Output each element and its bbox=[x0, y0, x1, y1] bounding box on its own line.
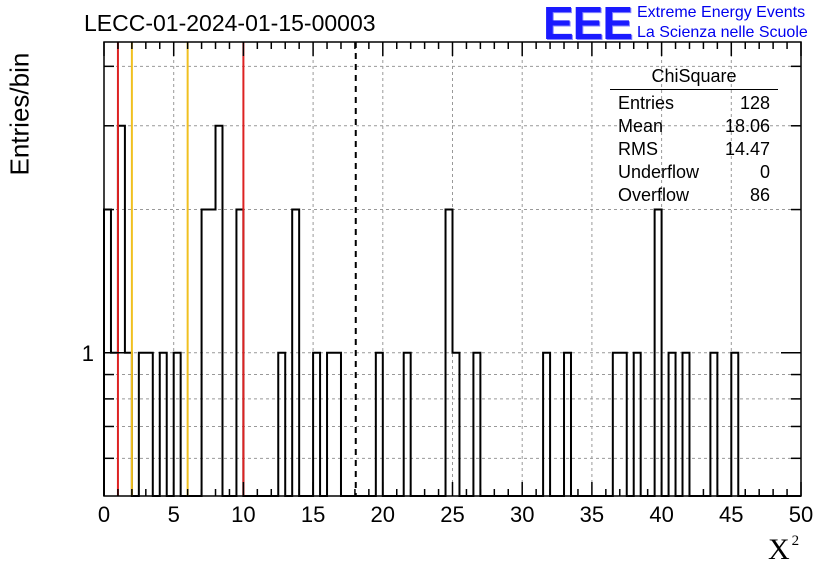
x-tick-label: 25 bbox=[440, 502, 464, 527]
stat-value: 14.47 bbox=[724, 139, 770, 159]
x-tick-label: 30 bbox=[510, 502, 534, 527]
stat-row-mean: Mean 18.06 bbox=[610, 115, 778, 138]
stats-box: ChiSquare Entries 128 Mean 18.06 RMS 14.47 … bbox=[610, 66, 778, 207]
histogram-bar bbox=[216, 126, 223, 496]
stat-row-entries: Entries 128 bbox=[610, 92, 778, 115]
stat-value: 0 bbox=[759, 162, 770, 182]
x-tick-label: 0 bbox=[98, 502, 110, 527]
x-tick-label: 20 bbox=[371, 502, 395, 527]
y-tick-label: 1 bbox=[82, 341, 94, 366]
logo-line-1: Extreme Energy Events bbox=[637, 4, 806, 21]
chart-title: LECC-01-2024-01-15-00003 bbox=[84, 10, 376, 36]
logo-line-2: La Scienza nelle Scuole bbox=[637, 24, 808, 41]
x-tick-label: 45 bbox=[719, 502, 743, 527]
x-tick-label: 5 bbox=[168, 502, 180, 527]
stat-label: Entries bbox=[618, 93, 675, 113]
stat-label: Underflow bbox=[618, 162, 700, 182]
x-tick-label: 50 bbox=[789, 502, 813, 527]
x-tick-label: 15 bbox=[301, 502, 325, 527]
eee-logo: EEE bbox=[543, 0, 633, 49]
y-axis-label: Entries/bin bbox=[4, 52, 35, 176]
stat-value: 86 bbox=[749, 185, 770, 205]
stats-box-title: ChiSquare bbox=[610, 66, 778, 90]
stat-row-rms: RMS 14.47 bbox=[610, 138, 778, 161]
histogram-bar bbox=[118, 126, 125, 496]
stat-label: RMS bbox=[618, 139, 658, 159]
stat-row-overflow: Overflow 86 bbox=[610, 184, 778, 207]
x-axis-label-text: X bbox=[768, 533, 790, 566]
stat-row-underflow: Underflow 0 bbox=[610, 161, 778, 184]
stat-label: Overflow bbox=[618, 185, 690, 205]
stat-value: 18.06 bbox=[724, 116, 770, 136]
stat-label: Mean bbox=[618, 116, 664, 136]
stat-value: 128 bbox=[739, 93, 770, 113]
x-tick-label: 35 bbox=[580, 502, 604, 527]
x-tick-label: 10 bbox=[231, 502, 255, 527]
x-tick-label: 40 bbox=[649, 502, 673, 527]
x-axis-label-superscript: 2 bbox=[791, 533, 800, 549]
